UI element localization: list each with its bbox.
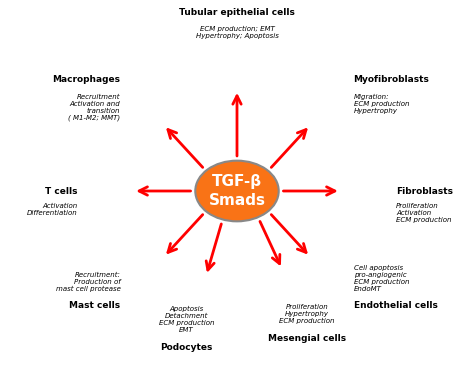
Text: Fibroblasts: Fibroblasts bbox=[396, 186, 453, 196]
Text: Macrophages: Macrophages bbox=[52, 76, 120, 84]
Text: Cell apoptosis
pro-angiogenic
ECM production
EndoMT: Cell apoptosis pro-angiogenic ECM produc… bbox=[354, 265, 409, 292]
Text: Migration:
ECM production
Hypertrophy: Migration: ECM production Hypertrophy bbox=[354, 94, 409, 114]
Text: Tubular epithelial cells: Tubular epithelial cells bbox=[179, 8, 295, 16]
Text: Recruitment:
Production of
mast cell protease: Recruitment: Production of mast cell pro… bbox=[55, 272, 120, 292]
Text: Proliferation
Activation
ECM production: Proliferation Activation ECM production bbox=[396, 203, 452, 223]
Text: TGF-β
Smads: TGF-β Smads bbox=[209, 174, 265, 208]
Text: Proliferation
Hypertrophy
ECM production: Proliferation Hypertrophy ECM production bbox=[279, 304, 335, 324]
Text: Apoptosis
Detachment
ECM production
EMT: Apoptosis Detachment ECM production EMT bbox=[159, 306, 214, 333]
Text: Mast cells: Mast cells bbox=[69, 301, 120, 310]
Text: Mesengial cells: Mesengial cells bbox=[268, 333, 346, 343]
Text: Podocytes: Podocytes bbox=[160, 343, 213, 352]
Text: Myofibroblasts: Myofibroblasts bbox=[354, 76, 429, 84]
Text: Endothelial cells: Endothelial cells bbox=[354, 301, 438, 310]
Ellipse shape bbox=[195, 161, 279, 221]
Text: Activation
Differentiation: Activation Differentiation bbox=[27, 203, 78, 216]
Text: ECM production; EMT
Hypertrophy; Apoptosis: ECM production; EMT Hypertrophy; Apoptos… bbox=[196, 26, 278, 39]
Text: T cells: T cells bbox=[45, 186, 78, 196]
Text: Recruitment
Activation and
transition
( M1-M2; MMT): Recruitment Activation and transition ( … bbox=[68, 94, 120, 121]
